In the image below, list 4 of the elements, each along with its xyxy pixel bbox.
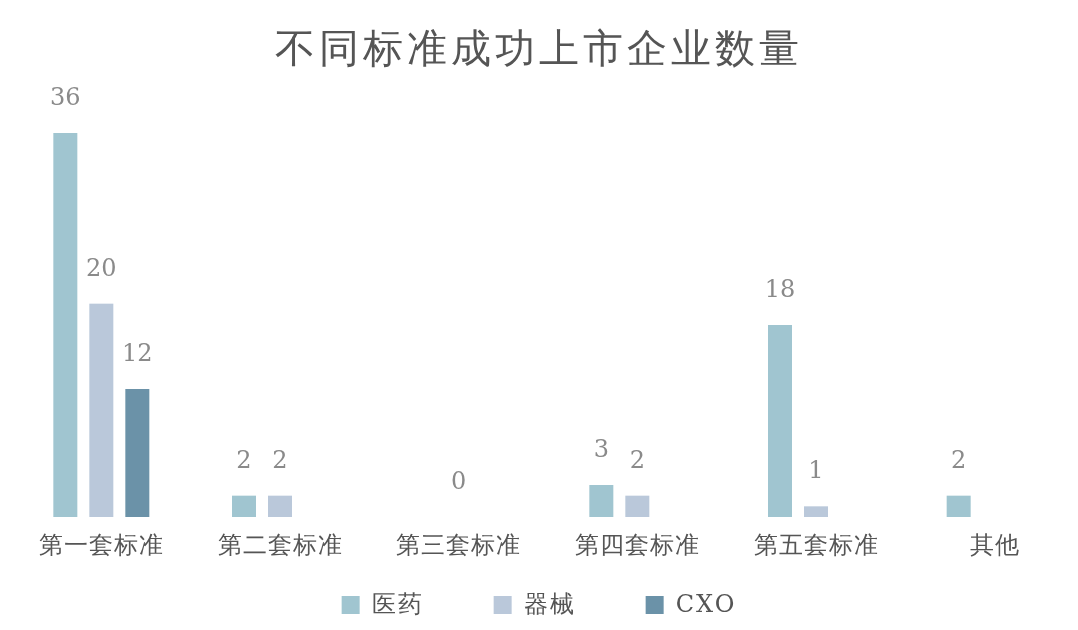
legend-label: 器械 xyxy=(523,590,576,618)
title: 不同标准成功上市企业数量 xyxy=(275,25,803,71)
legend-label: 医药 xyxy=(371,590,424,618)
legend-label: CXO xyxy=(675,590,737,618)
